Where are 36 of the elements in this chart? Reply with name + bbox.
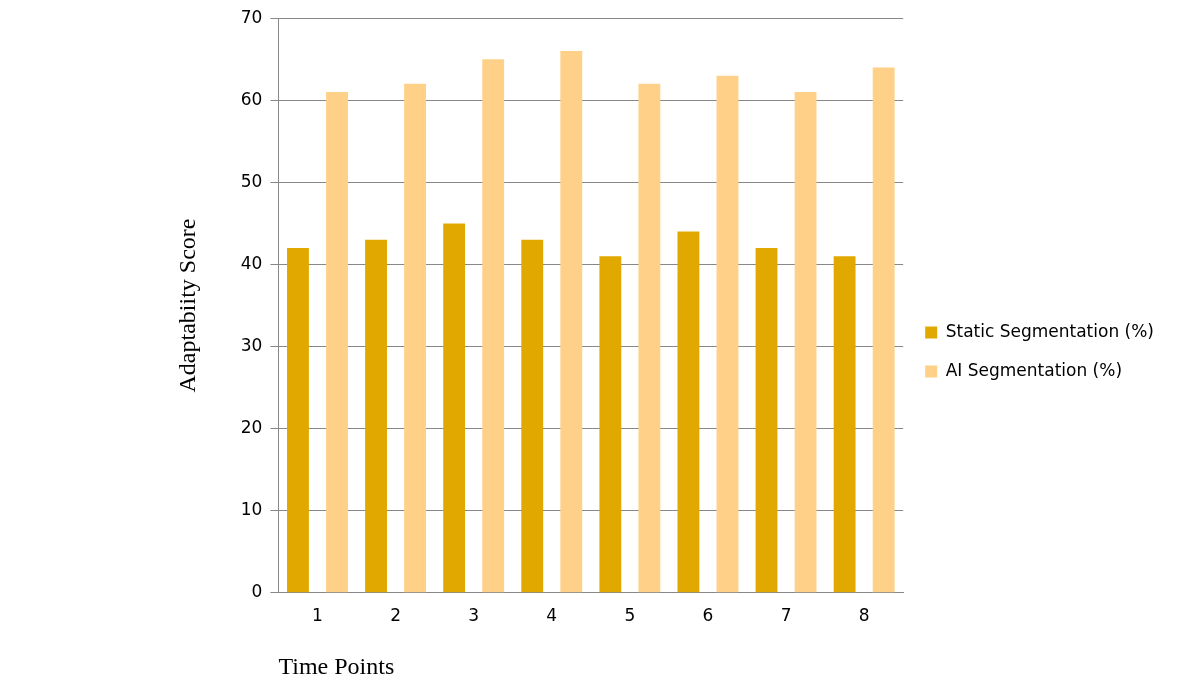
bar (872, 67, 895, 593)
y-tick-label: 10 (240, 499, 263, 520)
bar (482, 59, 505, 593)
bar (287, 248, 309, 593)
x-tick-label: 8 (858, 605, 870, 626)
bar (794, 92, 817, 593)
bar (521, 239, 544, 593)
y-tick-label: 70 (240, 6, 263, 27)
y-tick-label: 40 (240, 252, 263, 273)
x-tick-label: 2 (390, 605, 401, 626)
bar (443, 223, 466, 593)
x-tick-label: 3 (468, 605, 480, 626)
x-tick-label: 6 (702, 605, 714, 626)
bar (833, 256, 856, 593)
y-tick-label: 20 (240, 417, 263, 438)
bar (326, 92, 348, 593)
y-axis-title: Adaptabiity Score (173, 218, 200, 393)
bar (638, 83, 661, 593)
bar (365, 239, 387, 593)
x-tick-label: 4 (546, 605, 558, 626)
bar (716, 75, 739, 593)
legend-label: Static Segmentation (%) (945, 320, 1155, 341)
legend-label: AI Segmentation (%) (945, 359, 1123, 380)
y-tick-label: 30 (240, 334, 263, 355)
bar (677, 231, 700, 593)
x-tick-label: 1 (312, 605, 323, 626)
x-tick-label: 5 (624, 605, 636, 626)
bar (599, 256, 622, 593)
bar (404, 83, 427, 593)
y-tick-label: 50 (240, 170, 263, 191)
bar (560, 51, 583, 593)
x-axis-title: Time Points (278, 652, 395, 679)
bar (755, 248, 778, 593)
y-tick-label: 60 (240, 88, 263, 109)
x-tick-label: 7 (780, 605, 792, 626)
y-tick-label: 0 (251, 581, 263, 602)
